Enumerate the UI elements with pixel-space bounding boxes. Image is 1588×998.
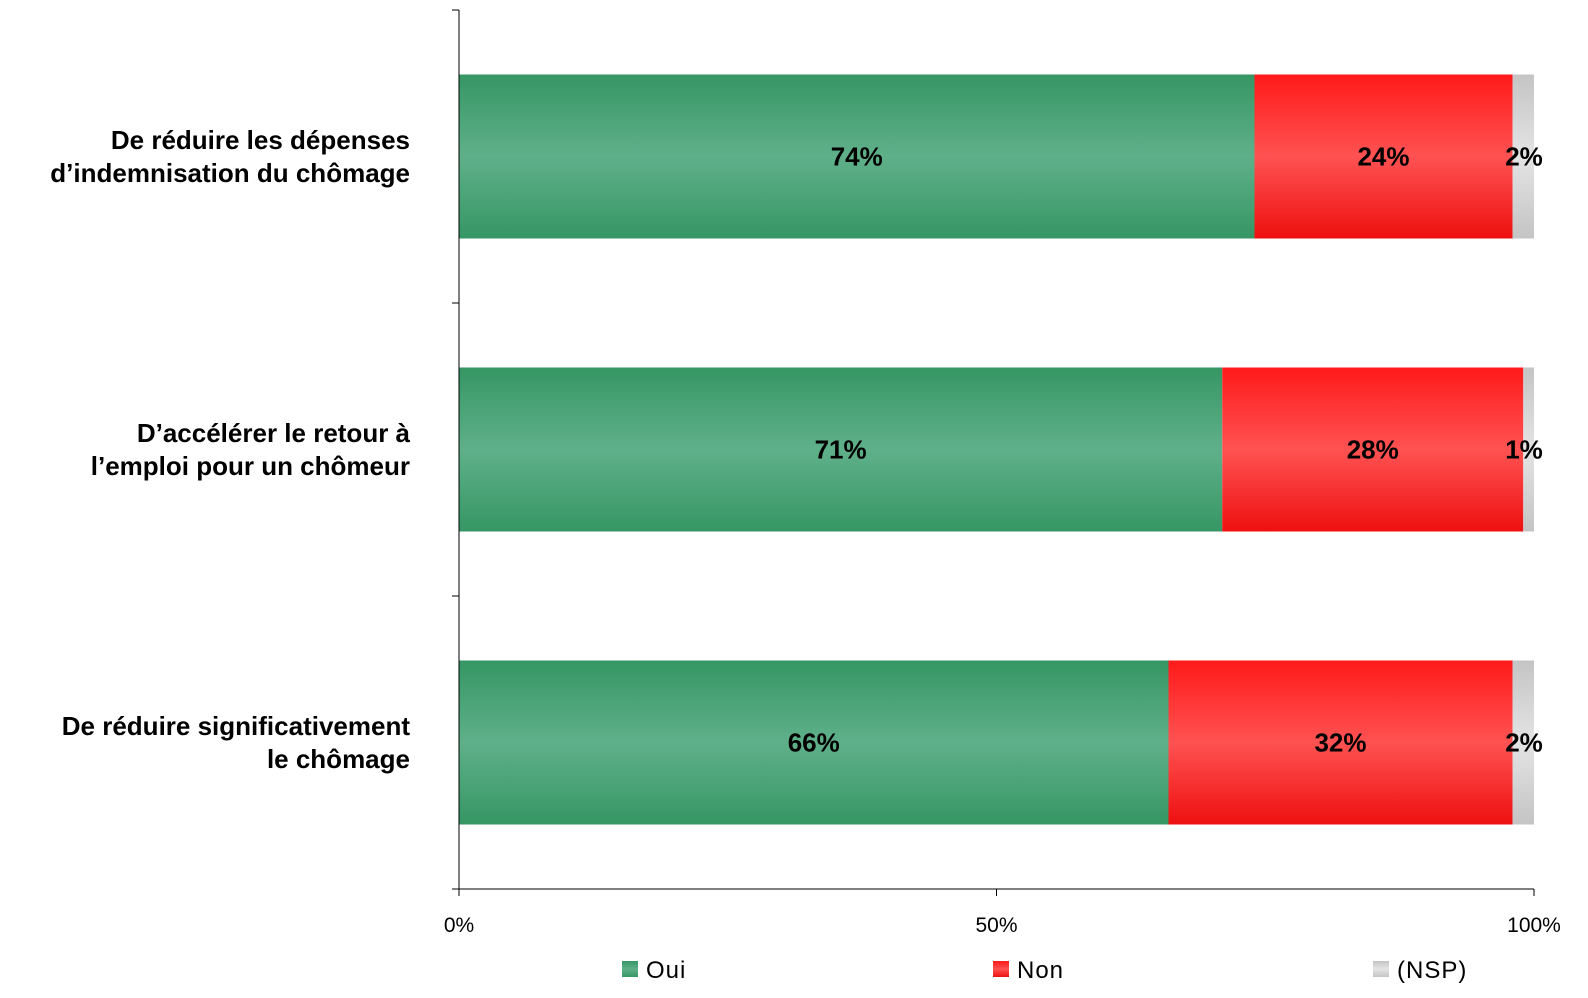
data-label: 66% [788, 728, 840, 758]
bars-layer [459, 74, 1534, 825]
legend: Oui Non (NSP) [622, 957, 1467, 984]
category-label: De réduire significativement [62, 711, 411, 741]
x-tick-label: 100% [1507, 914, 1561, 937]
legend-item-nsp: (NSP) [1373, 957, 1467, 984]
data-label: 28% [1347, 435, 1399, 465]
axis-layer: 0% 50% 100% [444, 9, 1561, 937]
category-label: d’indemnisation du chômage [50, 158, 410, 188]
legend-swatch [1373, 961, 1389, 977]
data-label: 1% [1505, 435, 1543, 465]
data-label: 32% [1314, 728, 1366, 758]
legend-label: Non [1017, 957, 1064, 984]
data-label: 2% [1505, 142, 1543, 172]
category-label: D’accélérer le retour à [137, 418, 411, 448]
category-label: De réduire les dépenses [111, 125, 410, 155]
legend-item-oui: Oui [622, 957, 686, 984]
x-tick-label: 50% [975, 914, 1017, 937]
bar-oui-3 [459, 660, 1169, 825]
legend-item-non: Non [993, 957, 1064, 984]
bar-oui-2 [459, 367, 1223, 532]
legend-swatch [622, 961, 638, 977]
bar-nsp-3 [1512, 660, 1534, 825]
category-label: le chômage [267, 744, 410, 774]
data-label: 2% [1505, 728, 1543, 758]
category-label: l’emploi pour un chômeur [91, 451, 410, 481]
bar-non-2 [1222, 367, 1524, 532]
bar-non-1 [1254, 74, 1513, 239]
x-tick-label: 0% [444, 914, 474, 937]
legend-label: (NSP) [1397, 957, 1467, 984]
legend-label: Oui [646, 957, 686, 984]
bar-oui-1 [459, 74, 1255, 239]
data-label: 24% [1357, 142, 1409, 172]
labels-layer: 74% 24% 2% De réduire les dépensesd’indemni… [50, 125, 1542, 774]
legend-swatch [993, 961, 1009, 977]
bar-non-3 [1168, 660, 1513, 825]
data-label: 71% [815, 435, 867, 465]
bar-nsp-1 [1512, 74, 1534, 239]
data-label: 74% [831, 142, 883, 172]
bar-nsp-2 [1523, 367, 1534, 532]
